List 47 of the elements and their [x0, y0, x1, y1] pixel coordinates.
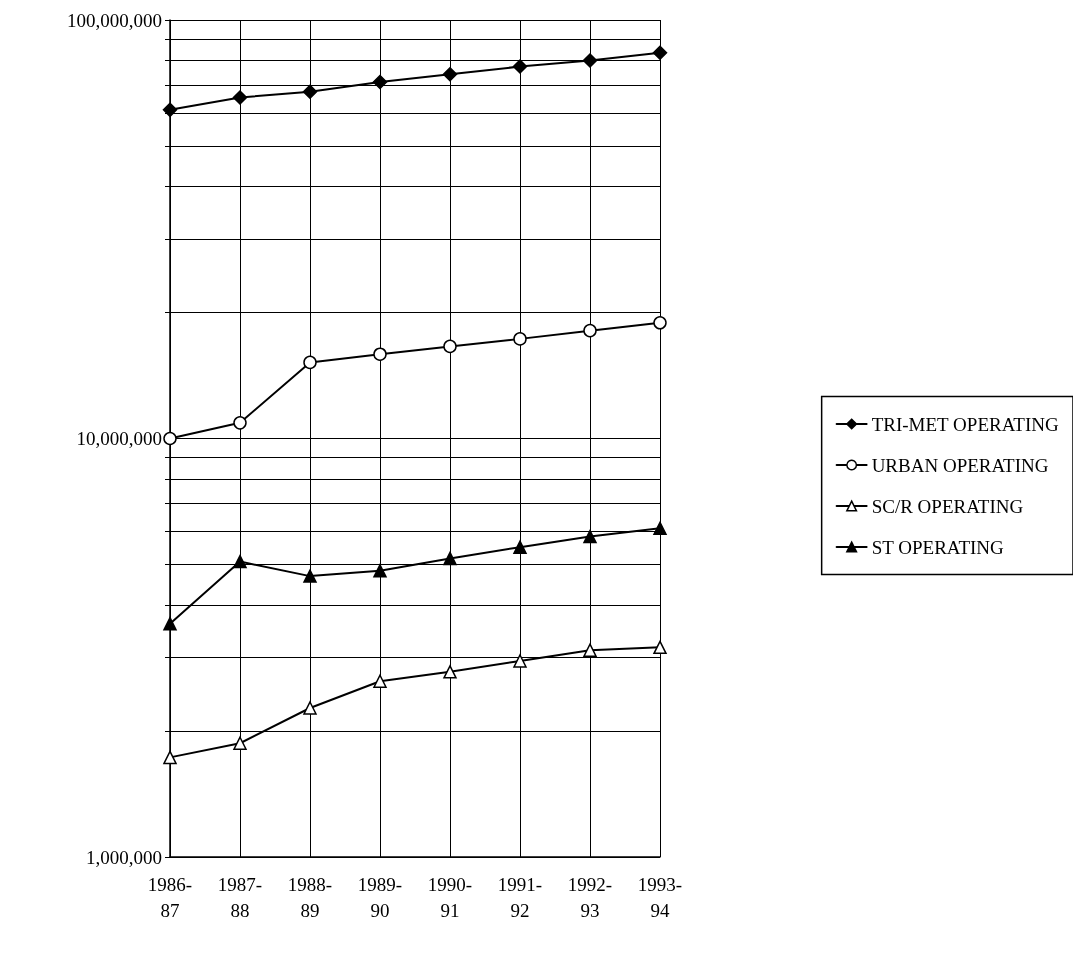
point	[513, 332, 527, 346]
point	[443, 339, 457, 354]
legend-label: ST OPERATING	[871, 536, 1005, 558]
point	[163, 750, 177, 765]
point	[373, 564, 387, 578]
x-tick-label: 1992-93	[567, 873, 613, 921]
point	[232, 90, 248, 105]
point	[653, 521, 667, 536]
point	[443, 665, 457, 679]
point	[303, 569, 317, 583]
point	[372, 74, 388, 90]
point	[162, 102, 178, 118]
y-tick-label: 1,000,000	[86, 846, 162, 868]
x-tick-label: 1986-87	[147, 873, 193, 921]
x-tick-label: 1991-92	[497, 873, 543, 921]
point	[163, 616, 177, 631]
point	[583, 323, 597, 338]
point	[373, 347, 387, 361]
x-tick-label: 1993-94	[637, 873, 683, 921]
y-tick-label: 10,000,000	[76, 428, 162, 449]
point	[443, 551, 457, 566]
point	[163, 431, 177, 446]
point	[512, 59, 528, 74]
legend-label: URBAN OPERATING	[871, 454, 1049, 476]
point	[653, 640, 667, 655]
point	[583, 643, 597, 657]
x-tick-label: 1987-88	[217, 873, 263, 921]
point	[233, 554, 247, 569]
point	[653, 316, 667, 330]
x-tick-label: 1989-90	[357, 873, 403, 921]
point	[303, 355, 317, 370]
x-tick-label: 1988-89	[287, 873, 333, 921]
y-tick-label: 100,000,000	[67, 9, 162, 31]
point	[583, 529, 597, 544]
point	[233, 736, 247, 750]
point	[442, 66, 458, 82]
point	[302, 84, 318, 99]
point	[582, 53, 598, 68]
legend-label: TRI-MET OPERATING	[871, 413, 1059, 435]
legend-label: SC/R OPERATING	[871, 495, 1024, 517]
point	[233, 416, 247, 430]
point	[373, 674, 387, 688]
point	[513, 540, 527, 554]
x-tick-label: 1990-91	[427, 873, 473, 921]
point	[303, 701, 317, 715]
point	[513, 654, 527, 668]
point	[652, 45, 668, 61]
